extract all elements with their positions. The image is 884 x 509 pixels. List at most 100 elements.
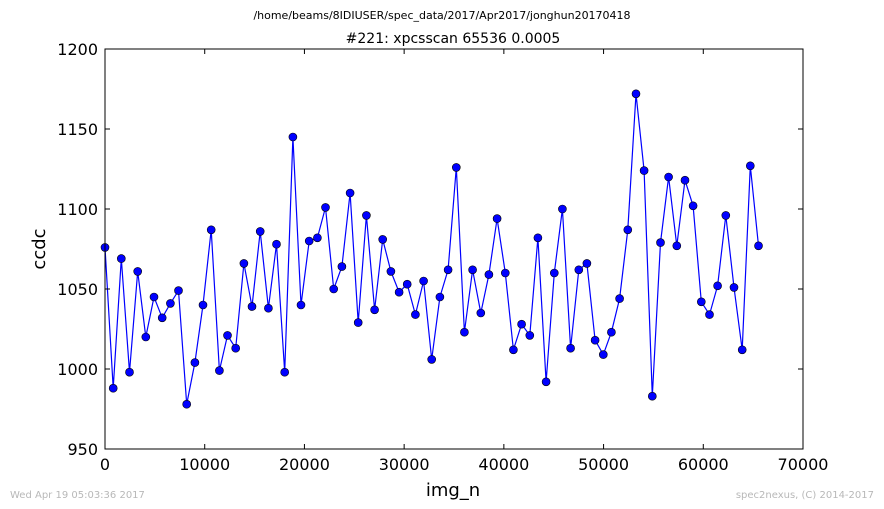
y-tick-label: 950 <box>67 440 98 459</box>
file-path-label: /home/beams/8IDIUSER/spec_data/2017/Apr2… <box>253 9 630 22</box>
data-point <box>223 331 232 340</box>
data-point <box>149 292 159 302</box>
data-point <box>443 265 453 275</box>
data-point <box>598 350 608 359</box>
data-point <box>304 236 314 246</box>
data-point <box>198 300 208 310</box>
timestamp-footer: Wed Apr 19 05:03:36 2017 <box>10 490 145 501</box>
data-point <box>647 391 657 401</box>
data-point <box>607 327 616 337</box>
data-point <box>558 204 567 214</box>
x-tick-label: 40000 <box>478 455 529 474</box>
x-axis-label: img_n <box>426 480 480 501</box>
data-point <box>345 188 355 198</box>
data-point <box>296 300 306 310</box>
data-point <box>215 366 224 375</box>
data-point <box>108 383 118 393</box>
data-point <box>411 310 420 319</box>
data-point <box>427 355 437 364</box>
data-point <box>329 284 339 294</box>
data-point <box>280 367 290 377</box>
data-point <box>623 225 633 235</box>
data-point <box>117 254 126 263</box>
data-point <box>672 241 682 251</box>
data-point <box>468 265 477 275</box>
data-point <box>517 319 526 329</box>
data-point <box>745 161 755 171</box>
data-point <box>639 166 649 175</box>
data-point <box>206 225 216 235</box>
data-point <box>378 235 388 244</box>
data-point <box>615 294 624 303</box>
data-point <box>656 238 665 247</box>
data-point <box>337 262 347 271</box>
data-point <box>500 268 510 278</box>
data-point <box>264 303 273 313</box>
data-point <box>664 172 673 182</box>
data-point <box>549 268 559 278</box>
y-axis-label: ccdc <box>29 228 50 269</box>
series-layer <box>100 89 763 409</box>
data-point <box>713 281 722 291</box>
data-point <box>476 308 486 318</box>
data-point <box>255 227 265 236</box>
data-point <box>705 310 714 319</box>
data-point <box>590 335 600 345</box>
data-point <box>754 241 763 251</box>
x-tick-label: 30000 <box>379 455 430 474</box>
data-point <box>247 302 257 311</box>
data-point <box>451 163 461 172</box>
data-point <box>541 377 551 387</box>
data-point <box>394 287 404 297</box>
x-tick-label: 20000 <box>279 455 330 474</box>
plot-area-frame <box>104 48 804 450</box>
data-point <box>288 132 298 142</box>
credit-footer: spec2nexus, (C) 2014-2017 <box>736 490 874 501</box>
data-point <box>721 211 731 220</box>
data-point <box>525 331 535 340</box>
chart-title: #221: xpcsscan 65536 0.0005 <box>346 31 561 47</box>
data-point <box>566 343 575 353</box>
data-point <box>133 267 142 276</box>
x-tick-label: 50000 <box>578 455 629 474</box>
data-point <box>125 367 134 377</box>
data-point <box>492 214 502 223</box>
data-point <box>231 343 240 353</box>
data-point <box>313 233 322 243</box>
data-point <box>460 327 469 337</box>
data-point <box>386 267 396 276</box>
data-point <box>272 239 281 249</box>
data-point <box>509 345 518 355</box>
data-point <box>370 305 379 315</box>
data-point <box>533 233 543 243</box>
data-point <box>435 292 445 302</box>
data-point <box>419 276 428 286</box>
data-point <box>737 345 747 355</box>
data-point <box>174 286 183 295</box>
y-tick-label: 1100 <box>57 200 98 219</box>
y-tick-label: 1050 <box>57 280 98 299</box>
data-point <box>321 203 330 212</box>
data-point <box>484 270 494 279</box>
data-point <box>141 332 151 342</box>
data-point <box>362 211 371 220</box>
data-point <box>402 279 412 289</box>
data-point <box>166 299 175 308</box>
data-point <box>631 89 641 99</box>
data-point <box>190 358 200 367</box>
x-tick-label: 60000 <box>678 455 729 474</box>
x-axis-ticks: 0 10000 20000 30000 40000 50000 60000 70000 <box>100 49 829 474</box>
data-point <box>574 265 584 275</box>
data-point <box>182 399 191 409</box>
data-point <box>729 283 739 292</box>
data-point <box>688 201 698 211</box>
y-tick-label: 1200 <box>57 40 98 59</box>
data-point <box>157 313 167 323</box>
data-point <box>239 259 249 268</box>
x-tick-label: 0 <box>100 455 110 474</box>
data-point <box>680 175 690 185</box>
y-tick-label: 1150 <box>57 120 98 139</box>
x-tick-label: 70000 <box>778 455 829 474</box>
y-tick-label: 1000 <box>57 360 98 379</box>
